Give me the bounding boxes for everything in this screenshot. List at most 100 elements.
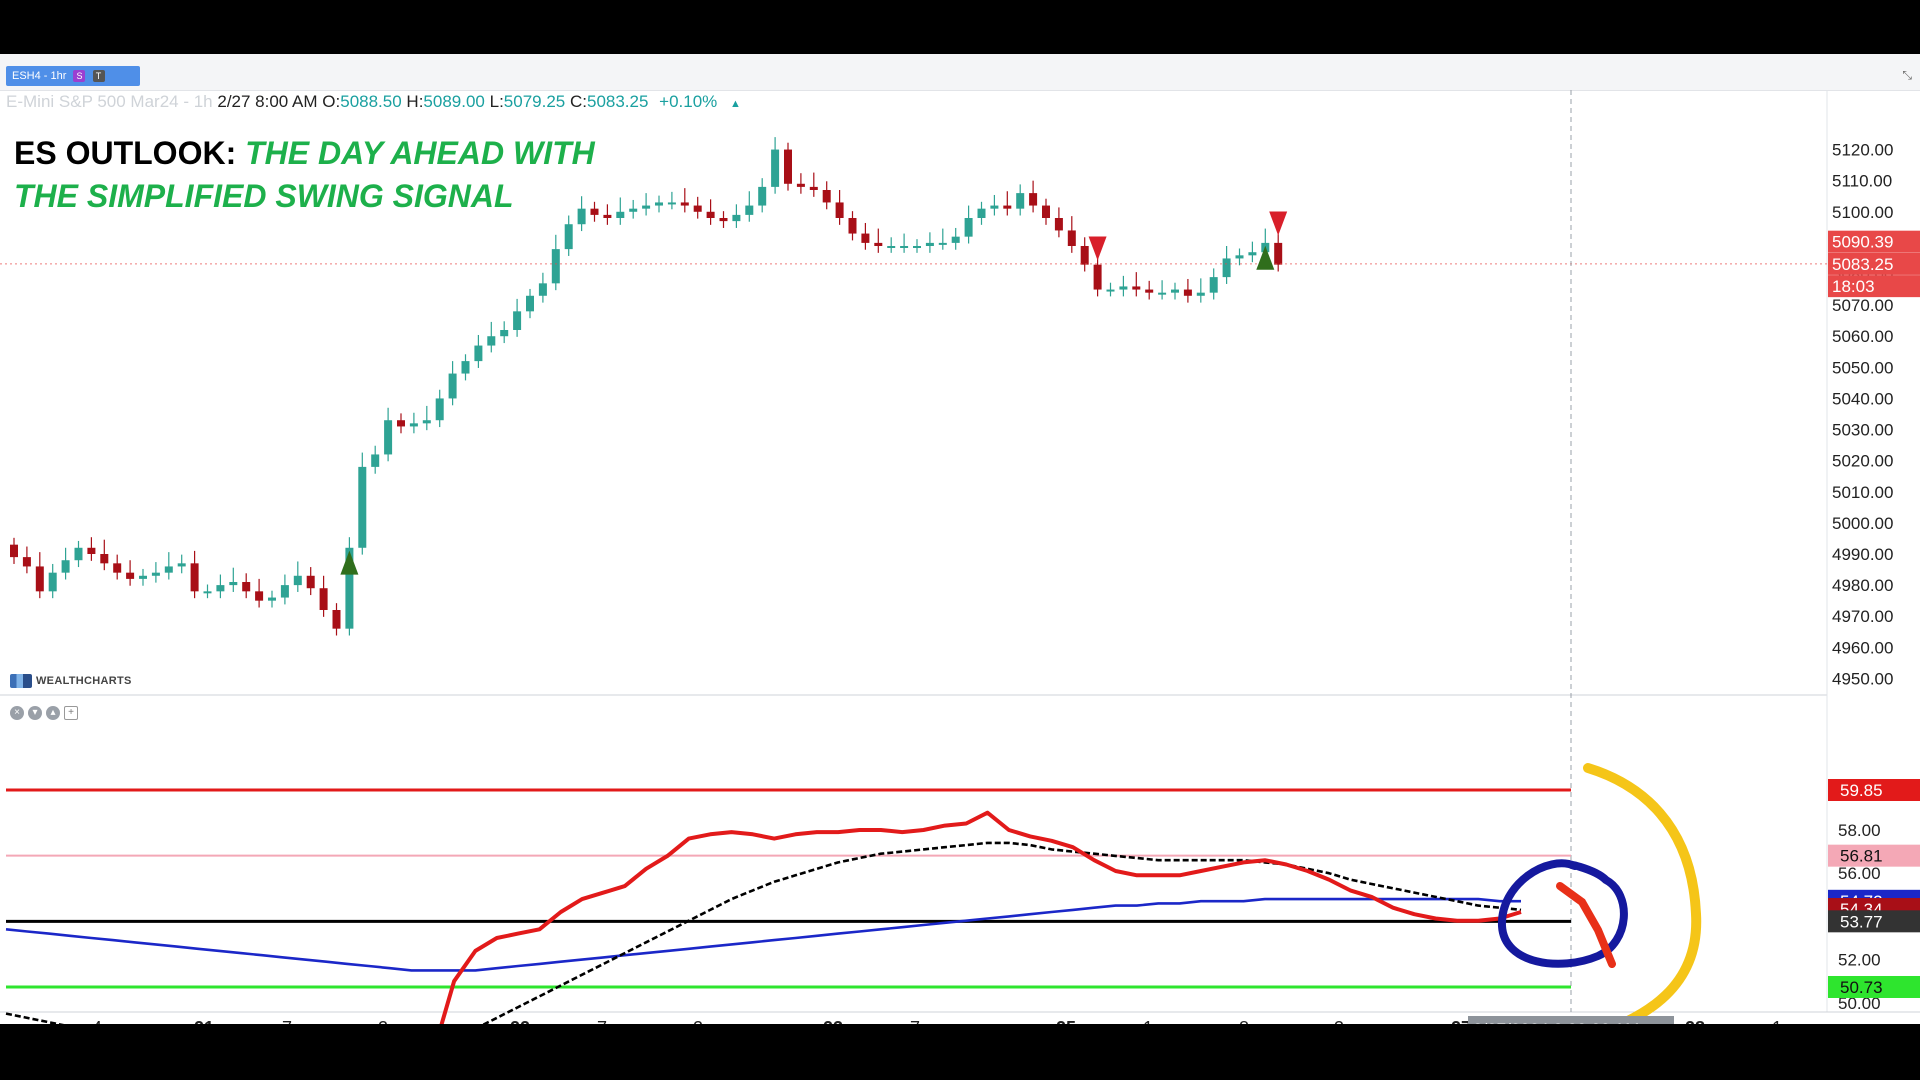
candle-body (268, 597, 276, 601)
time-tick-label: 28 (1685, 1018, 1705, 1024)
chevron-down-icon[interactable]: ▾ (28, 706, 42, 720)
candle-body (564, 224, 573, 250)
time-tick-label: 2pm (693, 1018, 728, 1024)
candle-body (1145, 289, 1154, 293)
logo-icon (10, 674, 32, 688)
candle-body (848, 218, 857, 234)
sell-signal-arrow (1088, 236, 1107, 261)
price-axis-label-box (1828, 252, 1920, 275)
candle-body (732, 214, 741, 222)
indicator-value-label: 53.77 (1840, 912, 1883, 931)
candle-body (758, 186, 767, 206)
candle-body (1235, 255, 1244, 259)
price-tick-label: 5040.00 (1832, 389, 1893, 408)
indicator-tick-label: 52.00 (1838, 951, 1881, 970)
candle-body (900, 246, 909, 248)
candle-body (964, 218, 973, 237)
high-label: H: (406, 92, 424, 111)
open-label: O: (322, 92, 341, 111)
price-tick-label: 4990.00 (1832, 545, 1893, 564)
s-badge[interactable]: S (73, 70, 86, 83)
candle-body (990, 205, 999, 209)
candle-body (1171, 289, 1179, 293)
candle-body (680, 202, 689, 206)
candle-body (538, 283, 547, 296)
candle-body (371, 454, 380, 467)
candle-body (526, 295, 534, 312)
chart-canvas[interactable]: 5120.005110.005100.005090.005080.005070.… (0, 54, 1920, 1024)
time-tick-label: 1am (1143, 1018, 1178, 1024)
candle-body (796, 183, 805, 187)
candle-body (87, 547, 96, 554)
candle-body (1222, 258, 1231, 278)
candle-body (1093, 264, 1102, 290)
candle-body (590, 208, 599, 215)
candle-body (1209, 277, 1218, 293)
letterbox-bottom (0, 1024, 1920, 1080)
time-tick-label: 1am (1772, 1018, 1807, 1024)
indicator-value-label-box (1828, 844, 1920, 867)
up-arrow-icon: ▲ (730, 98, 741, 110)
candle-body (693, 205, 702, 212)
t-badge[interactable]: T (92, 70, 105, 83)
wealthcharts-logo: WEALTHCHARTS (10, 674, 132, 688)
candle-body (255, 591, 264, 601)
candle-body (500, 330, 509, 337)
annotation-yellow-arc (1583, 763, 1702, 1024)
candle-body (461, 361, 470, 374)
time-tick-label: 8am (1239, 1018, 1274, 1024)
candle-body (1029, 193, 1038, 206)
candle-body (229, 582, 238, 586)
candle-body (706, 211, 715, 218)
indicator-series-line (439, 810, 1522, 1024)
buy-signal-arrow (1256, 245, 1275, 270)
price-tick-label: 5120.00 (1832, 141, 1893, 160)
candle-body (1067, 230, 1076, 246)
candle-body (319, 588, 328, 610)
low-label: L: (489, 92, 504, 111)
candle-body (938, 242, 947, 245)
indicator-series-line (5, 841, 1522, 1024)
candle-body (925, 242, 934, 246)
symbol-tab[interactable]: ESH4 - 1hr S T (6, 66, 140, 86)
price-tick-label: 5070.00 (1832, 296, 1893, 315)
candle-body (397, 420, 405, 427)
candle-body (345, 547, 354, 629)
price-tick-label: 5050.00 (1832, 358, 1893, 377)
candle-body (151, 572, 160, 576)
candle-body (435, 398, 444, 421)
indicator-tick-label: 58.00 (1838, 821, 1881, 840)
candle-body (1080, 246, 1089, 265)
price-tick-label: 4960.00 (1832, 638, 1893, 657)
candle-body (242, 582, 251, 592)
countdown-label: 18:03 (1832, 277, 1875, 296)
candle-body (332, 610, 341, 629)
chevron-up-icon[interactable]: ▴ (46, 706, 60, 720)
candle-body (126, 572, 135, 579)
candle-body (1248, 252, 1257, 256)
candle-body (10, 544, 18, 558)
candle-body (48, 572, 57, 592)
high-value: 5089.00 (423, 92, 485, 111)
indicator-value-label: 59.85 (1840, 781, 1883, 800)
candle-body (358, 466, 367, 548)
expand-icon[interactable]: ⤡ (1902, 68, 1912, 82)
price-tick-label: 5100.00 (1832, 203, 1893, 222)
candle-body (603, 214, 612, 218)
headline: ES OUTLOOK: THE DAY AHEAD WITH THE SIMPL… (14, 132, 595, 218)
bar-date: 2/27 8:00 AM (217, 92, 318, 111)
price-tick-label: 5000.00 (1832, 514, 1893, 533)
annotation-red-stroke (1556, 882, 1616, 968)
candle-body (809, 186, 818, 190)
candle-body (35, 566, 44, 592)
candle-body (667, 202, 676, 205)
close-icon[interactable]: × (10, 706, 24, 720)
candle-body (861, 233, 870, 243)
add-icon[interactable]: + (64, 706, 78, 720)
headline-line2: THE SIMPLIFIED SWING SIGNAL (14, 178, 514, 214)
candle-body (1132, 286, 1141, 290)
price-tick-label: 4980.00 (1832, 576, 1893, 595)
candle-body (951, 236, 960, 243)
candle-body (487, 336, 496, 346)
candle-body (61, 560, 70, 573)
